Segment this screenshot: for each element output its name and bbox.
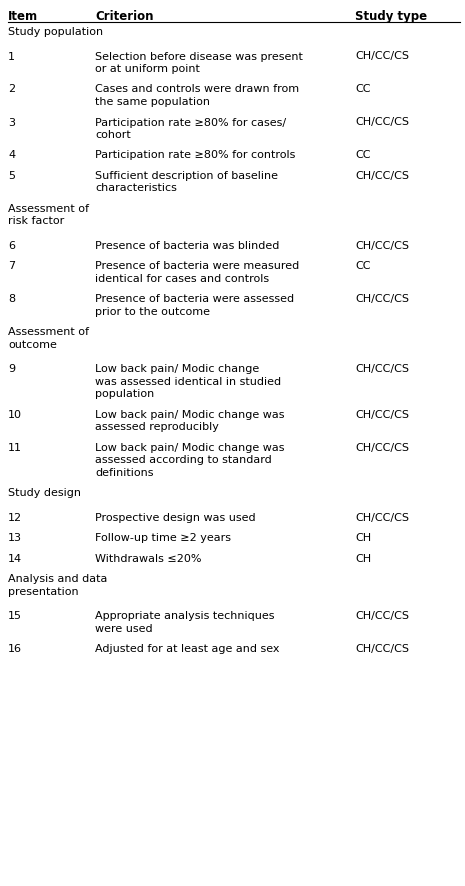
Text: 15: 15 <box>8 610 22 621</box>
Text: CH/CC/CS: CH/CC/CS <box>355 442 409 453</box>
Text: Appropriate analysis techniques
were used: Appropriate analysis techniques were use… <box>95 610 274 633</box>
Text: 14: 14 <box>8 554 22 563</box>
Text: 4: 4 <box>8 151 15 160</box>
Text: Adjusted for at least age and sex: Adjusted for at least age and sex <box>95 644 279 654</box>
Text: 6: 6 <box>8 241 15 251</box>
Text: Participation rate ≥80% for cases/
cohort: Participation rate ≥80% for cases/ cohor… <box>95 117 286 140</box>
Text: Study type: Study type <box>355 10 427 23</box>
Text: Assessment of
risk factor: Assessment of risk factor <box>8 204 89 226</box>
Text: CH/CC/CS: CH/CC/CS <box>355 364 409 374</box>
Text: 11: 11 <box>8 442 22 453</box>
Text: Prospective design was used: Prospective design was used <box>95 512 256 523</box>
Text: CH/CC/CS: CH/CC/CS <box>355 409 409 420</box>
Text: Low back pain/ Modic change
was assessed identical in studied
population: Low back pain/ Modic change was assessed… <box>95 364 281 399</box>
Text: Criterion: Criterion <box>95 10 153 23</box>
Text: Study design: Study design <box>8 488 81 498</box>
Text: CH/CC/CS: CH/CC/CS <box>355 117 409 128</box>
Text: CH/CC/CS: CH/CC/CS <box>355 512 409 523</box>
Text: Cases and controls were drawn from
the same population: Cases and controls were drawn from the s… <box>95 84 299 107</box>
Text: CH/CC/CS: CH/CC/CS <box>355 51 409 61</box>
Text: Analysis and data
presentation: Analysis and data presentation <box>8 574 107 596</box>
Text: Withdrawals ≤20%: Withdrawals ≤20% <box>95 554 201 563</box>
Text: Sufficient description of baseline
characteristics: Sufficient description of baseline chara… <box>95 171 278 193</box>
Text: 2: 2 <box>8 84 15 95</box>
Text: CC: CC <box>355 84 371 95</box>
Text: 7: 7 <box>8 261 15 271</box>
Text: 3: 3 <box>8 117 15 128</box>
Text: CC: CC <box>355 151 371 160</box>
Text: Participation rate ≥80% for controls: Participation rate ≥80% for controls <box>95 151 295 160</box>
Text: Study population: Study population <box>8 27 103 37</box>
Text: 10: 10 <box>8 409 22 420</box>
Text: 9: 9 <box>8 364 15 374</box>
Text: Item: Item <box>8 10 38 23</box>
Text: 13: 13 <box>8 532 22 543</box>
Text: 8: 8 <box>8 294 15 304</box>
Text: 16: 16 <box>8 644 22 654</box>
Text: CH: CH <box>355 532 371 543</box>
Text: Low back pain/ Modic change was
assessed according to standard
definitions: Low back pain/ Modic change was assessed… <box>95 442 285 478</box>
Text: CC: CC <box>355 261 371 271</box>
Text: CH/CC/CS: CH/CC/CS <box>355 241 409 251</box>
Text: CH/CC/CS: CH/CC/CS <box>355 171 409 181</box>
Text: CH/CC/CS: CH/CC/CS <box>355 294 409 304</box>
Text: Low back pain/ Modic change was
assessed reproducibly: Low back pain/ Modic change was assessed… <box>95 409 285 431</box>
Text: Selection before disease was present
or at uniform point: Selection before disease was present or … <box>95 51 303 74</box>
Text: Presence of bacteria were measured
identical for cases and controls: Presence of bacteria were measured ident… <box>95 261 299 284</box>
Text: Follow-up time ≥2 years: Follow-up time ≥2 years <box>95 532 231 543</box>
Text: 1: 1 <box>8 51 15 61</box>
Text: 12: 12 <box>8 512 22 523</box>
Text: CH/CC/CS: CH/CC/CS <box>355 610 409 621</box>
Text: CH: CH <box>355 554 371 563</box>
Text: Presence of bacteria were assessed
prior to the outcome: Presence of bacteria were assessed prior… <box>95 294 294 316</box>
Text: 5: 5 <box>8 171 15 181</box>
Text: CH/CC/CS: CH/CC/CS <box>355 644 409 654</box>
Text: Presence of bacteria was blinded: Presence of bacteria was blinded <box>95 241 279 251</box>
Text: Assessment of
outcome: Assessment of outcome <box>8 327 89 349</box>
